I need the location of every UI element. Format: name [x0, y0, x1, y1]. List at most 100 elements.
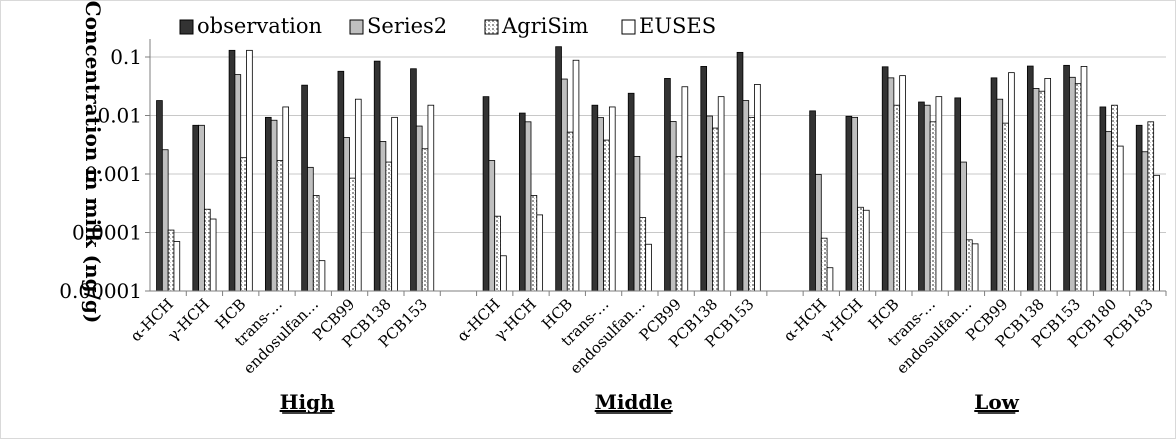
y-axis-title: Concentration in milk (ng/g) — [81, 1, 105, 324]
bar-agrisim — [1074, 83, 1082, 292]
bar-observation — [1026, 65, 1034, 292]
bar-agrisim — [494, 215, 501, 292]
bar-agrisim — [966, 239, 973, 292]
bar-observation — [264, 116, 272, 292]
legend-swatch-agrisim — [484, 19, 499, 35]
bar-euses — [645, 243, 652, 292]
group-label: Low — [974, 390, 1019, 414]
group-labels: High Middle Low — [280, 390, 1020, 414]
y-tick-label: 0.01 — [97, 104, 142, 128]
bar-observation — [1135, 124, 1143, 292]
bar-observation — [482, 96, 490, 292]
bar-euses — [427, 104, 435, 292]
bar-series2 — [597, 117, 604, 292]
bar-observation — [627, 92, 635, 292]
bar-euses — [1153, 174, 1160, 292]
bar-series2 — [960, 161, 967, 292]
bar-euses — [935, 96, 943, 292]
bar-series2 — [234, 74, 242, 292]
bar-observation — [373, 60, 381, 292]
bar-agrisim — [639, 217, 647, 292]
bar-agrisim — [1038, 90, 1046, 292]
group-label: Middle — [595, 390, 673, 414]
bar-euses — [826, 267, 834, 292]
bar-series2 — [379, 141, 387, 292]
legend-swatch-observation — [179, 19, 194, 35]
bar-series2 — [561, 78, 568, 292]
bar-agrisim — [1147, 121, 1155, 292]
bar-observation — [518, 112, 526, 292]
bar-series2 — [415, 125, 423, 292]
y-tick-labels: 0.00001 0.0001 0.001 0.01 0.1 — [59, 45, 142, 303]
bar-observation — [845, 115, 853, 292]
bar-observation — [736, 51, 744, 292]
y-tick-label: 0.001 — [85, 162, 142, 186]
bar-euses — [391, 116, 398, 292]
bar-euses — [282, 106, 290, 292]
bar-euses — [971, 243, 979, 292]
bar-observation — [664, 78, 671, 292]
legend-label-observation: observation — [197, 14, 322, 38]
bar-agrisim — [675, 155, 683, 292]
bar-agrisim — [603, 139, 610, 292]
bar-euses — [173, 241, 181, 292]
bar-series2 — [815, 174, 822, 292]
legend: observation Series2 AgriSim EUSES — [179, 14, 716, 38]
bar-series2 — [669, 121, 677, 292]
bar-agrisim — [530, 195, 538, 292]
category-labels: α-HCHγ-HCHHCBtrans-…endosulfan…PCB99PCB1… — [127, 295, 1157, 377]
bar-observation — [954, 97, 962, 292]
bar-agrisim — [857, 206, 864, 292]
bar-euses — [246, 49, 253, 292]
bar-agrisim — [929, 121, 937, 292]
bar-series2 — [996, 98, 1004, 292]
bar-agrisim — [204, 208, 211, 292]
bar-euses — [608, 106, 616, 292]
bar-agrisim — [820, 237, 828, 292]
bar-observation — [410, 68, 417, 292]
bar-observation — [881, 66, 889, 292]
legend-swatch-euses — [621, 19, 636, 35]
bar-observation — [809, 110, 816, 292]
bar-series2 — [851, 116, 858, 292]
bar-series2 — [1141, 151, 1149, 292]
bar-series2 — [270, 119, 278, 292]
axes — [145, 39, 1167, 296]
legend-swatch-series2 — [349, 19, 364, 35]
bar-observation — [192, 124, 200, 292]
bar-series2 — [161, 149, 169, 292]
bar-euses — [318, 260, 326, 292]
bar-euses — [899, 75, 906, 292]
bar-agrisim — [276, 160, 284, 292]
bar-series2 — [488, 160, 496, 292]
bar-euses — [209, 218, 217, 292]
y-tick-label: 0.0001 — [72, 221, 142, 245]
bar-agrisim — [566, 131, 574, 292]
bar-observation — [1063, 64, 1070, 292]
bar-euses — [717, 96, 725, 292]
bar-agrisim — [712, 127, 719, 292]
bar-observation — [301, 84, 308, 292]
bar-series2 — [1069, 76, 1076, 292]
bar-agrisim — [748, 116, 755, 292]
bar-euses — [681, 86, 689, 292]
bar-euses — [500, 255, 507, 292]
bar-series2 — [633, 155, 641, 292]
bar-observation — [1099, 106, 1107, 292]
bar-series2 — [307, 166, 314, 292]
bar-agrisim — [1111, 104, 1118, 292]
bar-agrisim — [421, 148, 429, 292]
bar-euses — [536, 214, 544, 292]
y-tick-label: 0.00001 — [59, 279, 142, 303]
bar-euses — [572, 59, 580, 292]
bar-series2 — [742, 100, 750, 292]
bar-series2 — [1032, 88, 1040, 292]
bars — [156, 46, 1160, 292]
bar-series2 — [343, 137, 350, 292]
bar-euses — [354, 98, 362, 292]
bar-observation — [156, 100, 163, 292]
legend-label-series2: Series2 — [367, 14, 447, 38]
bar-series2 — [1105, 131, 1112, 292]
bar-agrisim — [167, 229, 175, 292]
